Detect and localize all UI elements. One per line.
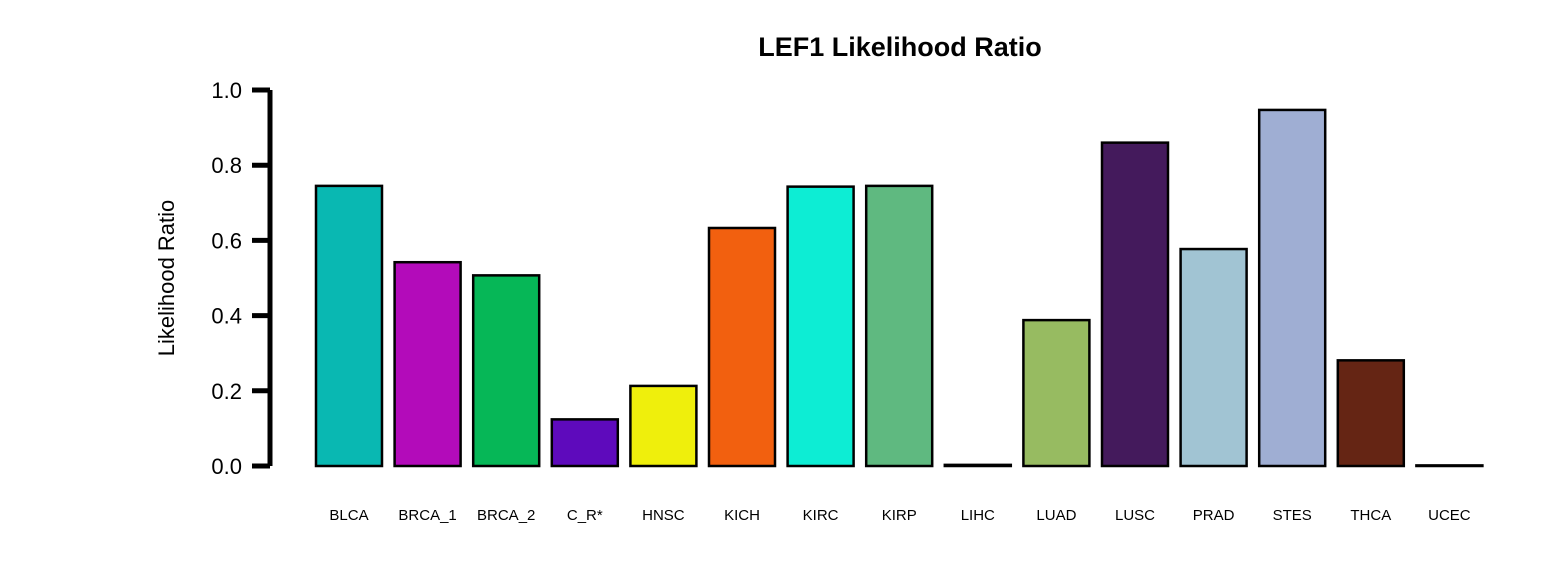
chart-title: LEF1 Likelihood Ratio (758, 32, 1042, 62)
bar-kirc (786, 185, 855, 468)
x-tick-label: KIRP (882, 507, 917, 524)
y-axis-label: Likelihood Ratio (154, 200, 179, 357)
bar-ucec (1415, 464, 1484, 468)
x-tick-label: C_R* (567, 507, 603, 524)
bar-kich (707, 226, 777, 468)
bar-lihc (943, 463, 1013, 468)
y-tick-label: 0.2 (211, 379, 242, 404)
bar-hnsc (629, 384, 698, 468)
x-tick-label: BLCA (329, 507, 368, 524)
x-tick-label: LIHC (961, 507, 995, 524)
y-axis: 0.0 0.2 0.4 0.6 0.8 1.0 (211, 78, 273, 479)
y-tick-label: 0.6 (211, 228, 242, 253)
x-tick-label: KICH (724, 507, 760, 524)
x-tick-label: UCEC (1428, 507, 1471, 524)
x-tick-label: BRCA_1 (398, 507, 456, 524)
x-tick-label: STES (1273, 507, 1312, 524)
x-tick-label: PRAD (1193, 507, 1235, 524)
x-tick-label: BRCA_2 (477, 507, 535, 524)
y-tick-label: 0.8 (211, 153, 242, 178)
x-tick-label: HNSC (642, 507, 685, 524)
bar-c-r (550, 418, 620, 468)
x-tick-labels: BLCA BRCA_1 BRCA_2 C_R* HNSC KICH KIRC KIRP LIHC… (329, 507, 1470, 524)
x-tick-label: KIRC (803, 507, 839, 524)
bar-thca (1336, 359, 1406, 468)
x-tick-label: LUSC (1115, 507, 1155, 524)
bar-stes (1257, 108, 1327, 468)
x-tick-label: THCA (1350, 507, 1391, 524)
bar-luad (1022, 318, 1091, 468)
bar-lusc (1100, 141, 1170, 468)
y-tick-label: 0.4 (211, 304, 242, 329)
x-tick-label: LUAD (1036, 507, 1076, 524)
y-tick-label: 0.0 (211, 454, 242, 479)
bar-brca-2 (471, 274, 541, 468)
bar-kirp (864, 184, 934, 468)
bar-blca (314, 184, 384, 468)
bar-prad (1179, 247, 1248, 468)
y-tick-label: 1.0 (211, 78, 242, 103)
bars (314, 108, 1484, 468)
bar-brca-1 (393, 260, 462, 468)
